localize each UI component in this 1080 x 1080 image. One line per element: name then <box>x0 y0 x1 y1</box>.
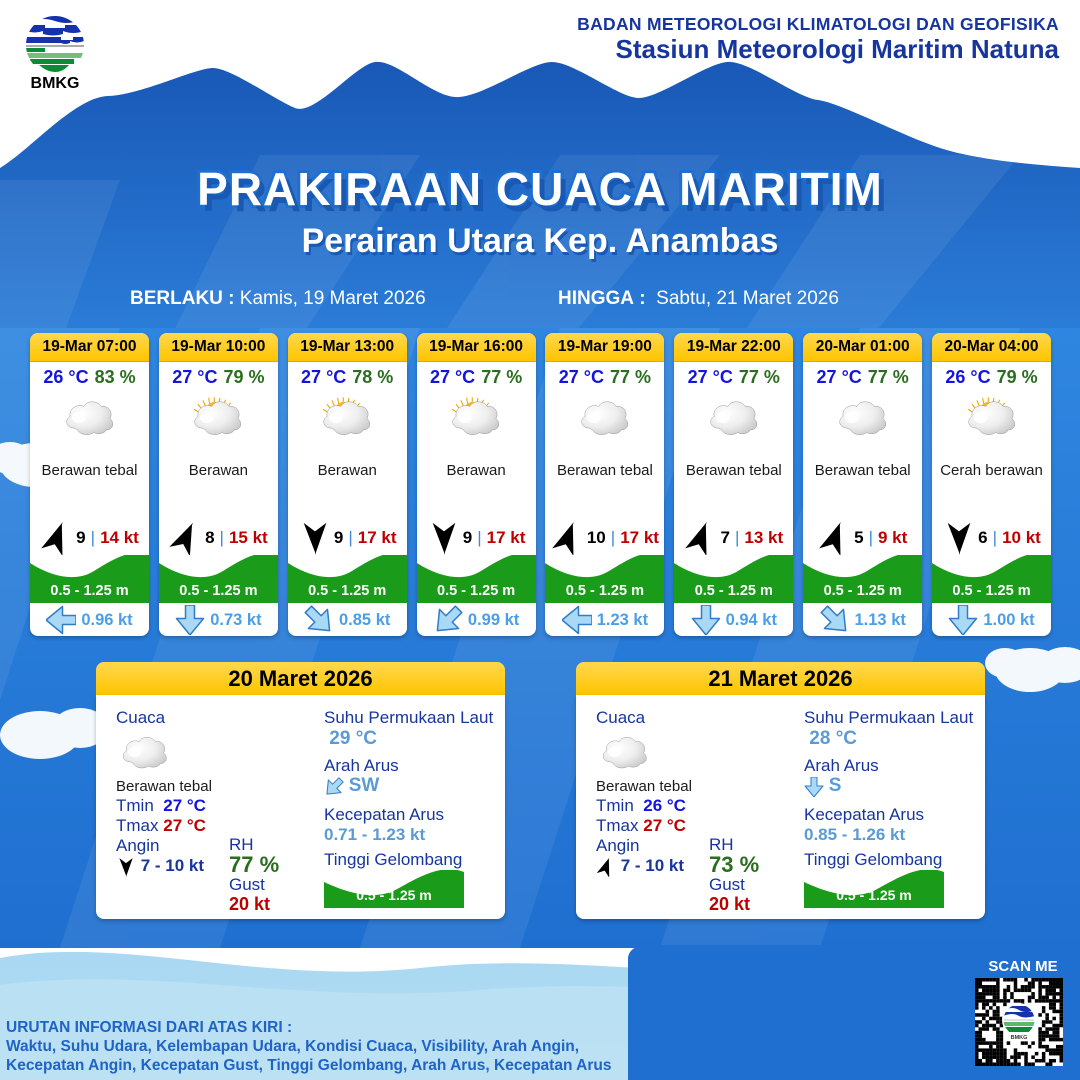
svg-text:0.5 - 1.25 m: 0.5 - 1.25 m <box>836 887 912 903</box>
svg-text:BMKG: BMKG <box>1011 1035 1028 1041</box>
svg-text:0.5 - 1.25 m: 0.5 - 1.25 m <box>356 887 432 903</box>
svg-text:BMKG: BMKG <box>31 75 80 92</box>
